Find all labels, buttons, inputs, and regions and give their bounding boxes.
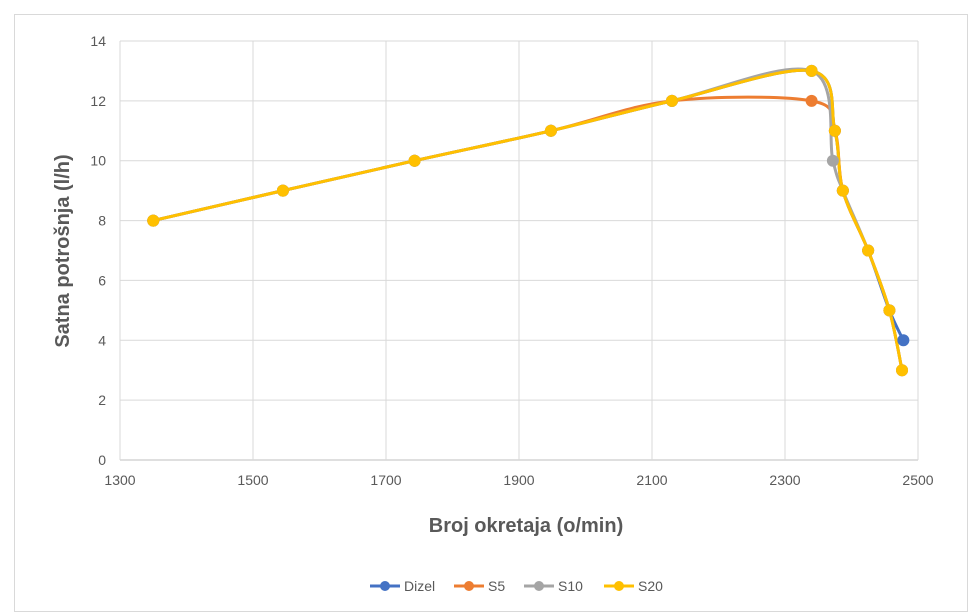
x-tick-label: 1900 xyxy=(503,472,534,488)
legend-label: S5 xyxy=(488,578,505,594)
y-tick-label: 14 xyxy=(90,33,106,49)
data-point-s20 xyxy=(277,185,288,196)
legend-item-dizel: Dizel xyxy=(370,578,435,594)
legend-label: S10 xyxy=(558,578,583,594)
x-tick-label: 1300 xyxy=(104,472,135,488)
data-point-s20 xyxy=(897,365,908,376)
data-point-s10 xyxy=(827,155,838,166)
x-tick-label: 1500 xyxy=(237,472,268,488)
y-tick-label: 2 xyxy=(98,392,106,408)
legend-swatch-marker xyxy=(380,581,390,591)
series-line-s5 xyxy=(153,97,902,370)
y-tick-label: 6 xyxy=(98,272,106,288)
x-tick-label: 2300 xyxy=(769,472,800,488)
x-tick-label: 1700 xyxy=(370,472,401,488)
legend-item-s20: S20 xyxy=(604,578,663,594)
data-point-s20 xyxy=(829,125,840,136)
y-tick-label: 10 xyxy=(90,153,106,169)
data-point-s20 xyxy=(806,65,817,76)
data-point-s20 xyxy=(884,305,895,316)
legend-swatch-marker xyxy=(464,581,474,591)
series-line-s10 xyxy=(153,69,902,370)
y-tick-label: 4 xyxy=(98,332,106,348)
y-axis-title: Satna potrošnja (l/h) xyxy=(52,154,74,347)
data-point-s20 xyxy=(837,185,848,196)
data-point-s20 xyxy=(409,155,420,166)
data-point-dizel xyxy=(898,335,909,346)
series-line-dizel xyxy=(153,70,903,340)
data-point-s20 xyxy=(666,95,677,106)
legend: Dizel S5 S10 S20 xyxy=(370,578,663,594)
legend-item-s5: S5 xyxy=(454,578,505,594)
data-point-s5 xyxy=(806,95,817,106)
y-tick-label: 0 xyxy=(98,452,106,468)
data-point-s20 xyxy=(148,215,159,226)
legend-swatch-marker xyxy=(534,581,544,591)
y-tick-label: 12 xyxy=(90,93,106,109)
legend-swatch-marker xyxy=(614,581,624,591)
gridlines xyxy=(120,41,918,460)
x-tick-label: 2100 xyxy=(636,472,667,488)
series-lines xyxy=(153,69,903,370)
y-tick-label: 8 xyxy=(98,213,106,229)
x-axis-title: Broj okretaja (o/min) xyxy=(429,515,623,537)
data-point-s20 xyxy=(545,125,556,136)
legend-label: Dizel xyxy=(404,578,435,594)
data-point-s20 xyxy=(863,245,874,256)
x-tick-label: 2500 xyxy=(902,472,933,488)
legend-label: S20 xyxy=(638,578,663,594)
legend-item-s10: S10 xyxy=(524,578,583,594)
